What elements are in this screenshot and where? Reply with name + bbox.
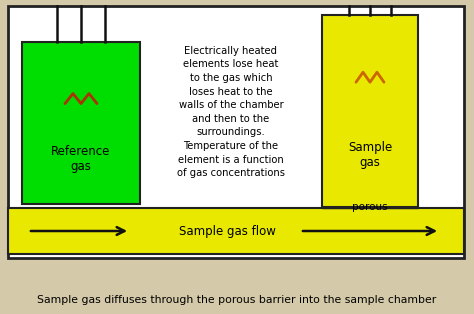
Text: Electrically heated
elements lose heat
to the gas which
loses heat to the
walls : Electrically heated elements lose heat t… xyxy=(177,46,285,178)
Text: Sample
gas: Sample gas xyxy=(348,141,392,169)
Text: Sample gas flow: Sample gas flow xyxy=(179,225,275,237)
Bar xyxy=(8,6,464,258)
Bar xyxy=(322,15,418,207)
Text: Reference
gas: Reference gas xyxy=(51,145,111,173)
Text: porous: porous xyxy=(352,203,388,213)
Bar xyxy=(322,207,418,208)
Bar xyxy=(8,208,464,254)
Text: Sample gas diffuses through the porous barrier into the sample chamber: Sample gas diffuses through the porous b… xyxy=(37,295,437,305)
Bar xyxy=(22,42,140,204)
